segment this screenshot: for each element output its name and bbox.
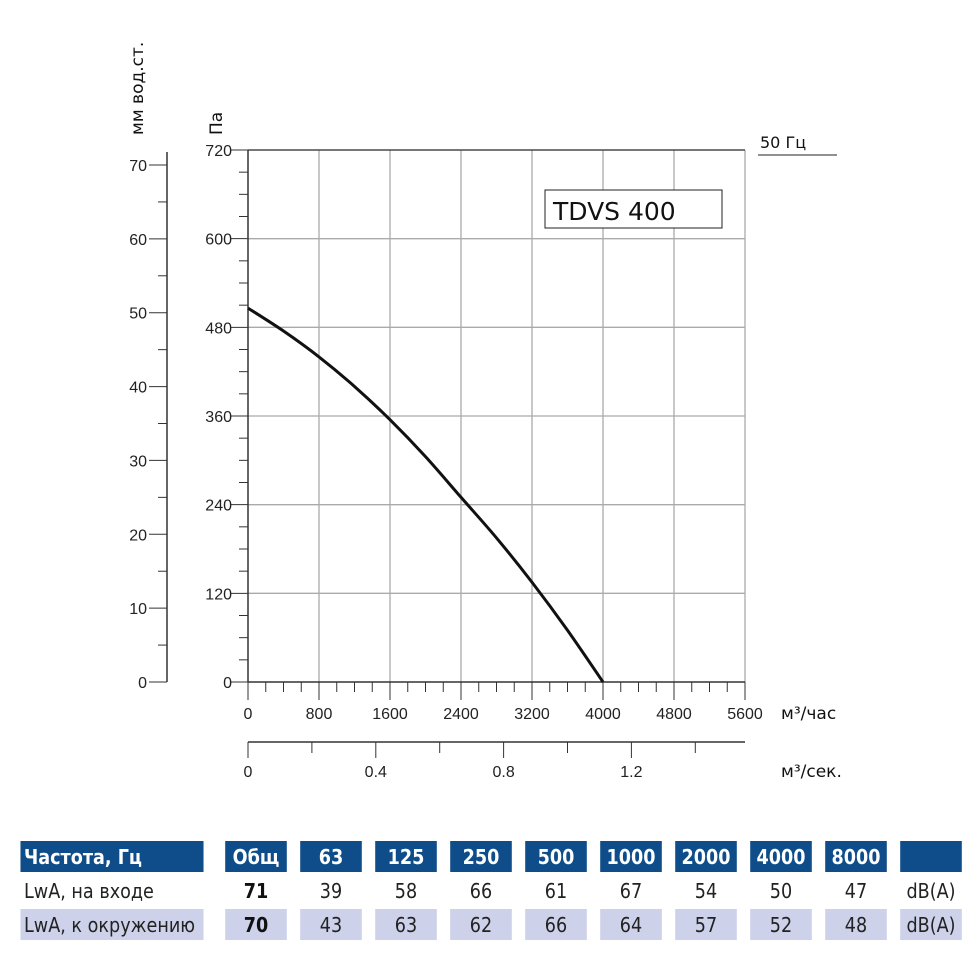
row-label: Частота, Гц — [20, 841, 204, 872]
x-axis-label: м³/час — [781, 704, 836, 724]
x-tick-label: 800 — [306, 706, 333, 723]
model-legend-box — [544, 189, 723, 229]
secondary-y-axis-label: мм вод.ст. — [128, 42, 148, 135]
x-tick-label: 0 — [244, 706, 253, 723]
secondary-y-tick-label: 0 — [138, 675, 147, 692]
y-tick-label: 240 — [205, 498, 232, 515]
unit-cell — [900, 841, 962, 872]
table-row: LwA, к окружению 70 43 63 62 66 64 57 52 48 dB(A) — [8, 909, 966, 940]
secondary-x-tick-label: 0 — [244, 764, 253, 781]
x-tick-label: 3200 — [514, 706, 550, 723]
sound-power-table: Частота, Гц Общ 63 125 250 500 1000 2000 4000 800… — [3, 838, 971, 943]
pressure-curve — [247, 306, 605, 683]
frequency-label: 50 Гц — [760, 133, 806, 152]
y-axis-label: Па — [207, 112, 227, 135]
value-cell: 39 — [319, 878, 343, 903]
value-cell: 125 — [375, 841, 437, 872]
value-cell: 66 — [525, 909, 587, 940]
secondary-y-tick-label: 70 — [129, 158, 147, 175]
x-tick-label: 4800 — [656, 706, 692, 723]
value-cell: 2000 — [675, 841, 737, 872]
table-row: LwA, на входе 71 39 58 66 61 67 54 50 47 dB(A) — [8, 875, 966, 906]
value-cell: 54 — [694, 878, 718, 903]
value-cell: 66 — [469, 878, 493, 903]
y-tick-label: 120 — [205, 586, 232, 603]
secondary-x-tick-label: 1.2 — [620, 764, 642, 781]
value-cell: 50 — [769, 878, 793, 903]
value-cell: 63 — [300, 841, 362, 872]
value-cell: 8000 — [825, 841, 887, 872]
x-tick-label: 5600 — [727, 706, 763, 723]
value-cell: 63 — [375, 909, 437, 940]
value-cell: 250 — [450, 841, 512, 872]
secondary-x-axis-label: м³/сек. — [781, 762, 842, 782]
x-tick-label: 2400 — [443, 706, 479, 723]
secondary-y-tick-label: 30 — [129, 453, 147, 470]
secondary-x-tick-label: 0.4 — [365, 764, 387, 781]
value-cell: 67 — [619, 878, 643, 903]
value-cell: 61 — [544, 878, 568, 903]
y-tick-label: 480 — [205, 320, 232, 337]
secondary-y-tick-label: 20 — [129, 527, 147, 544]
y-tick-label: 720 — [205, 143, 232, 160]
row-label: LwA, на входе — [24, 878, 154, 903]
value-cell: 43 — [300, 909, 362, 940]
value-cell: 47 — [844, 878, 868, 903]
grid — [248, 149, 746, 682]
x-tick-label: 1600 — [372, 706, 408, 723]
secondary-x-tick-label: 0.8 — [492, 764, 514, 781]
table-header-row: Частота, Гц Общ 63 125 250 500 1000 2000 4000 800… — [8, 841, 966, 872]
secondary-y-tick-label: 60 — [129, 232, 147, 249]
value-cell: 62 — [450, 909, 512, 940]
y-tick-label: 360 — [205, 409, 232, 426]
x-tick-label: 4000 — [585, 706, 621, 723]
value-cell: 58 — [394, 878, 418, 903]
secondary-y-tick-label: 40 — [129, 380, 147, 397]
value-cell: Общ — [225, 841, 287, 872]
model-label: TDVS 400 — [552, 197, 676, 226]
value-cell: 52 — [750, 909, 812, 940]
y-tick-label: 0 — [223, 675, 232, 692]
unit-cell: dB(A) — [906, 878, 956, 903]
value-cell: 1000 — [600, 841, 662, 872]
secondary-y-tick-label: 50 — [129, 306, 147, 323]
value-cell: 48 — [825, 909, 887, 940]
value-cell: 500 — [525, 841, 587, 872]
value-cell: 4000 — [750, 841, 812, 872]
secondary-y-tick-label: 10 — [129, 601, 147, 618]
value-cell: 64 — [600, 909, 662, 940]
y-tick-label: 600 — [205, 232, 232, 249]
value-cell: 70 — [225, 909, 287, 940]
value-cell: 57 — [675, 909, 737, 940]
unit-cell: dB(A) — [900, 909, 962, 940]
row-label: LwA, к окружению — [20, 909, 204, 940]
value-cell: 71 — [243, 878, 269, 903]
